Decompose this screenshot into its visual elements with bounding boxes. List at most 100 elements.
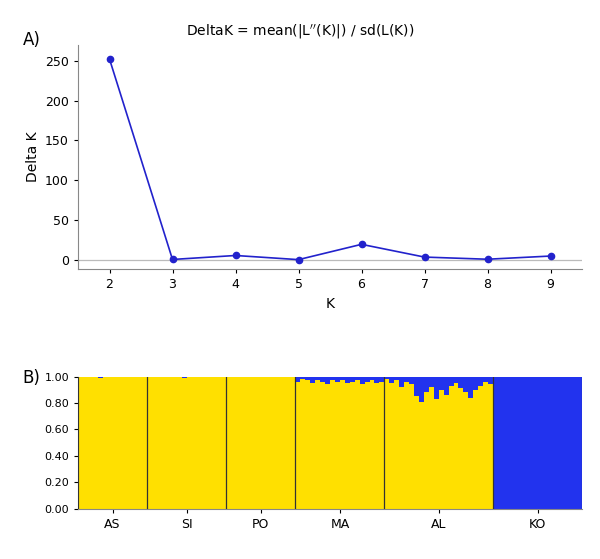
Bar	[434, 377, 439, 399]
Bar	[345, 383, 350, 509]
Bar	[350, 377, 355, 382]
Bar	[305, 377, 310, 381]
Bar	[93, 377, 98, 509]
Bar	[419, 377, 424, 401]
Bar	[443, 395, 449, 509]
Bar	[419, 401, 424, 509]
Bar	[345, 377, 350, 383]
Bar	[325, 377, 330, 385]
Bar	[187, 377, 191, 509]
Bar	[122, 377, 127, 509]
Bar	[458, 377, 463, 389]
Bar	[103, 377, 107, 509]
Bar	[399, 377, 404, 387]
Bar	[310, 377, 315, 383]
Bar	[197, 377, 202, 509]
Bar	[330, 377, 335, 381]
Bar	[414, 377, 419, 396]
Bar	[295, 377, 301, 382]
Bar	[295, 382, 301, 509]
Bar	[320, 377, 325, 382]
X-axis label: K: K	[325, 297, 335, 311]
Bar	[463, 377, 469, 392]
Bar	[533, 377, 538, 509]
Bar	[202, 377, 206, 509]
Bar	[251, 377, 256, 509]
Bar	[310, 383, 315, 509]
Bar	[359, 385, 365, 509]
Bar	[127, 377, 133, 509]
Bar	[217, 377, 221, 509]
Bar	[508, 377, 513, 509]
Bar	[246, 377, 251, 509]
Bar	[191, 377, 197, 509]
Bar	[394, 377, 399, 381]
Bar	[385, 377, 389, 379]
Bar	[301, 377, 305, 379]
Bar	[162, 377, 167, 509]
Bar	[553, 377, 557, 509]
Bar	[226, 377, 231, 509]
Bar	[409, 377, 414, 385]
Bar	[513, 377, 518, 509]
Bar	[572, 377, 577, 509]
Bar	[483, 377, 488, 382]
Bar	[374, 377, 379, 383]
Bar	[518, 377, 523, 509]
Bar	[286, 377, 290, 509]
Y-axis label: Delta K: Delta K	[26, 132, 40, 182]
Bar	[478, 386, 483, 509]
Bar	[142, 377, 147, 509]
Bar	[370, 377, 374, 381]
Bar	[374, 383, 379, 509]
Bar	[340, 377, 345, 381]
Bar	[469, 397, 473, 509]
Bar	[449, 386, 454, 509]
Bar	[98, 377, 103, 509]
Bar	[434, 399, 439, 509]
Bar	[152, 377, 157, 509]
Bar	[182, 377, 187, 509]
Bar	[473, 390, 478, 509]
Bar	[241, 377, 246, 509]
Bar	[315, 381, 320, 509]
Bar	[439, 390, 443, 509]
Bar	[221, 377, 226, 509]
Bar	[335, 377, 340, 382]
Bar	[365, 382, 370, 509]
Bar	[463, 392, 469, 509]
Bar	[305, 381, 310, 509]
Text: DeltaK = mean(|L$^{\prime\prime}$(K)|) / sd(L(K)): DeltaK = mean(|L$^{\prime\prime}$(K)|) /…	[186, 22, 414, 41]
Bar	[281, 377, 286, 509]
Bar	[236, 377, 241, 509]
Bar	[409, 385, 414, 509]
Bar	[562, 377, 567, 509]
Bar	[206, 377, 211, 509]
Bar	[473, 377, 478, 390]
Bar	[157, 377, 162, 509]
Bar	[424, 392, 429, 509]
Bar	[414, 396, 419, 509]
Bar	[478, 377, 483, 386]
Bar	[469, 377, 473, 397]
Bar	[385, 379, 389, 509]
Bar	[261, 377, 266, 509]
Bar	[542, 377, 547, 509]
Bar	[290, 377, 295, 509]
Bar	[567, 377, 572, 509]
Bar	[365, 377, 370, 382]
Bar	[527, 377, 533, 509]
Bar	[523, 377, 527, 509]
Bar	[389, 383, 394, 509]
Bar	[399, 387, 404, 509]
Bar	[147, 377, 152, 509]
Bar	[370, 381, 374, 509]
Bar	[177, 377, 182, 509]
Bar	[231, 377, 236, 509]
Bar	[547, 377, 553, 509]
Bar	[359, 377, 365, 385]
Bar	[429, 377, 434, 387]
Bar	[137, 377, 142, 509]
Bar	[211, 377, 217, 509]
Bar	[335, 382, 340, 509]
